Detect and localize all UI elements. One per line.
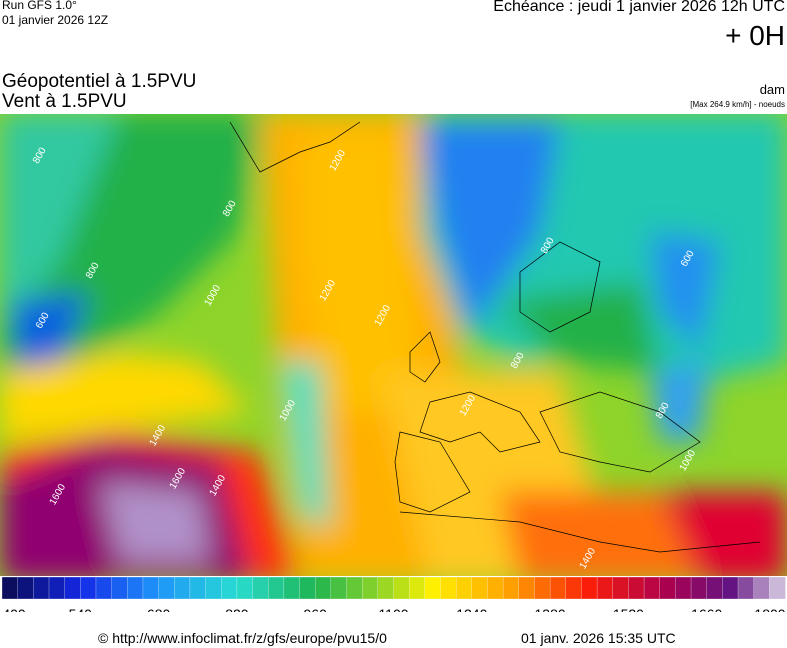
colorbar-swatch — [675, 576, 692, 600]
footer-date: 01 janv. 2026 15:35 UTC — [521, 630, 676, 646]
colorbar-swatch — [737, 576, 755, 600]
colorbar-swatch — [565, 576, 583, 600]
run-date: 01 janvier 2026 12Z — [2, 13, 109, 27]
colorbar-tick-label: 1520 — [613, 606, 644, 612]
colorbar-swatch — [346, 576, 363, 600]
colorbar-swatch — [48, 576, 66, 600]
colorbar-tick-label: 400 — [2, 606, 26, 612]
colorbar-swatch — [315, 576, 332, 600]
map: 8008008006001000120012001000120014001600… — [0, 114, 787, 612]
colorbar-swatch — [189, 576, 207, 600]
colorbar-swatch — [252, 576, 269, 600]
colorbar-swatch — [643, 576, 661, 600]
colorbar-swatch — [534, 576, 551, 600]
offset: + 0H — [725, 20, 785, 51]
echeance: Echéance : jeudi 1 janvier 2026 12h UTC — [493, 0, 785, 15]
colorbar-swatch — [268, 576, 285, 600]
colorbar-swatch — [393, 576, 410, 600]
title-1: Géopotentiel à 1.5PVU — [2, 71, 197, 92]
colorbar-tick-label: 540 — [69, 606, 93, 612]
colorbar-swatch — [158, 576, 175, 600]
colorbar-swatch — [409, 576, 426, 600]
colorbar-swatch — [549, 576, 567, 600]
colorbar-swatch — [64, 576, 81, 600]
colorbar-swatch — [612, 576, 630, 600]
colorbar-tick-label: 1660 — [691, 606, 722, 612]
colorbar-swatch — [581, 576, 598, 600]
field — [0, 114, 787, 576]
colorbar-swatch — [33, 576, 50, 600]
colorbar-swatch — [1, 576, 19, 600]
colorbar-swatch — [362, 576, 379, 600]
colorbar-swatch — [80, 576, 97, 600]
max-wind: [Max 264.9 km/h] - noeuds — [690, 100, 785, 109]
colorbar-swatch — [283, 576, 301, 600]
colorbar-swatch — [17, 576, 34, 600]
colorbar-swatch — [111, 576, 128, 600]
colorbar-swatch — [628, 576, 645, 600]
colorbar-swatch — [706, 576, 724, 600]
colorbar-tick-label: 820 — [225, 606, 249, 612]
colorbar-swatch — [722, 576, 739, 600]
colorbar-swatch — [769, 576, 786, 600]
colorbar-tick-label: 680 — [147, 606, 171, 612]
colorbar-swatch — [424, 576, 442, 600]
colorbar-swatch — [690, 576, 708, 600]
colorbar-swatch — [377, 576, 395, 600]
colorbar-swatch — [299, 576, 316, 600]
colorbar-swatch — [596, 576, 614, 600]
coastlines — [229, 121, 761, 553]
colorbar-swatch — [127, 576, 144, 600]
footer-url: © http://www.infoclimat.fr/z/gfs/europe/… — [98, 630, 387, 646]
colorbar-swatch — [518, 576, 536, 600]
colorbar-swatch — [487, 576, 504, 600]
colorbar-tick-label: 1380 — [535, 606, 566, 612]
run-label: Run GFS 1.0° — [2, 0, 77, 12]
colorbar-swatch — [236, 576, 254, 600]
colorbar-tick-label: 1800 — [754, 606, 785, 612]
colorbar-swatch — [330, 576, 348, 600]
colorbar-swatch — [95, 576, 113, 600]
colorbar-swatch — [205, 576, 222, 600]
colorbar-swatch — [440, 576, 457, 600]
colorbar-swatch — [753, 576, 770, 600]
colorbar-tick-label: 1100 — [378, 606, 408, 612]
title-2: Vent à 1.5PVU — [2, 91, 127, 112]
colorbar-swatch — [221, 576, 238, 600]
colorbar-swatch — [174, 576, 191, 600]
colorbar-swatch — [471, 576, 489, 600]
colorbar-tick-label: 1240 — [456, 606, 487, 612]
colorbar-tick-label: 960 — [304, 606, 328, 612]
colorbar-swatch — [659, 576, 677, 600]
colorbar-swatch — [455, 576, 473, 600]
colorbar-swatch — [142, 576, 160, 600]
unit: dam — [759, 82, 785, 97]
colorbar-swatch — [502, 576, 520, 600]
